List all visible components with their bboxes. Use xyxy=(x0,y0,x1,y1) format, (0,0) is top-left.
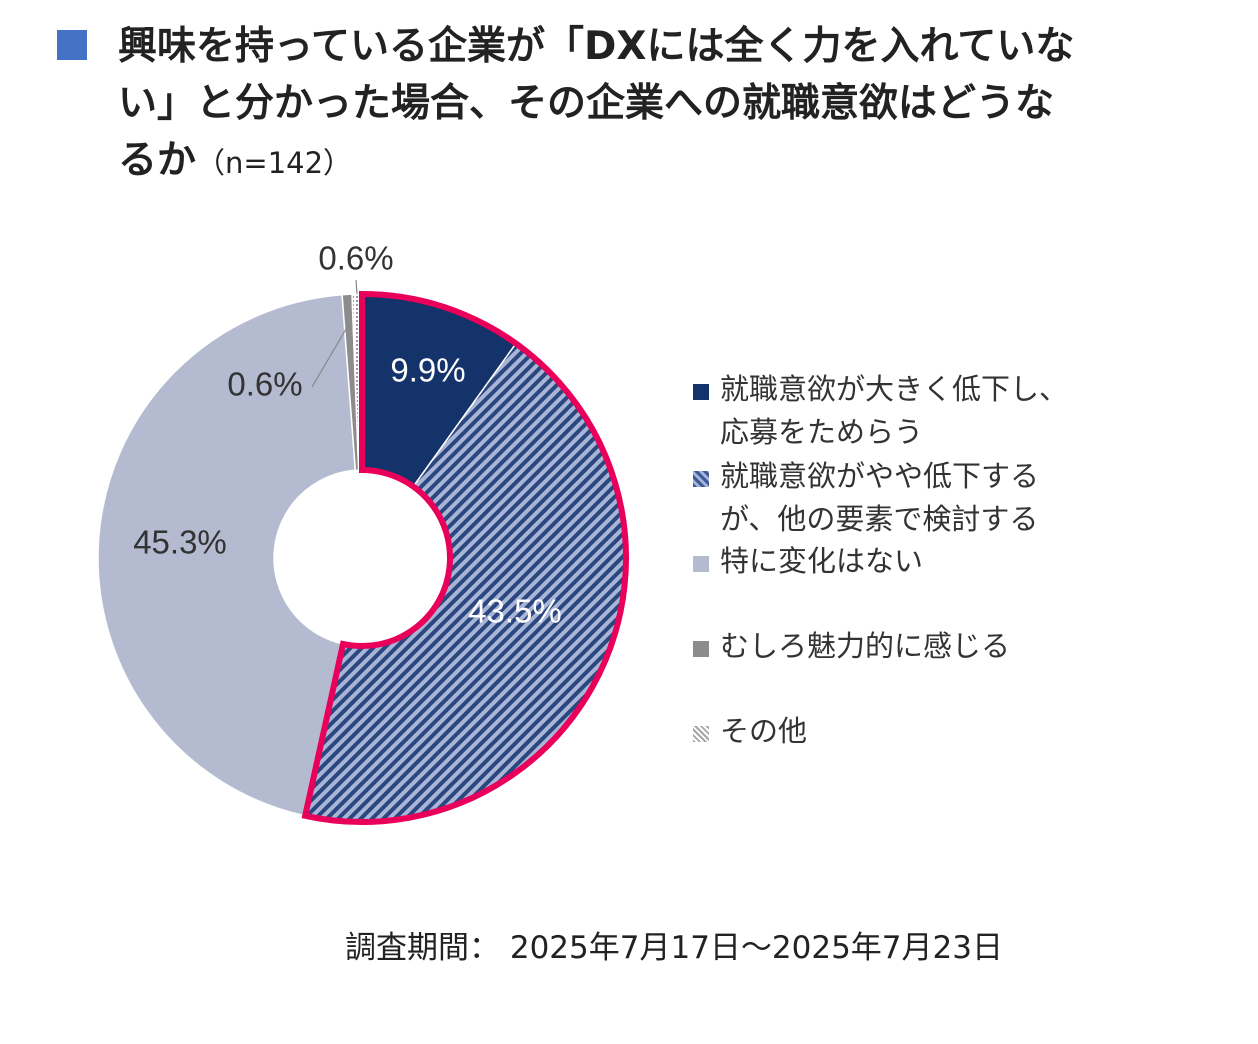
legend-swatch xyxy=(693,556,709,572)
legend-label: その他 xyxy=(720,714,808,748)
legend-swatch xyxy=(693,471,709,487)
title-marker xyxy=(57,30,87,60)
legend-item: その他 xyxy=(693,710,1083,753)
data-label: 0.6% xyxy=(318,240,393,277)
legend-swatch xyxy=(693,726,709,742)
chart-title-block: 興味を持っている企業が「DXには全く力を入れていない」と分かった場合、その企業へ… xyxy=(118,18,1088,192)
data-label: 9.9% xyxy=(390,352,465,389)
highlight-outline xyxy=(301,290,629,825)
data-label: 0.6% xyxy=(227,366,302,403)
legend-label: 就職意欲が大きく低下し、応募をためらう xyxy=(720,372,1069,449)
data-label: 45.3% xyxy=(133,524,227,561)
legend-item: 就職意欲がやや低下するが、他の要素で検討する xyxy=(693,455,1083,541)
legend-item: 特に変化はない xyxy=(693,540,1083,583)
sample-note: （n=142） xyxy=(196,146,353,180)
legend-label: むしろ魅力的に感じる xyxy=(720,629,1011,663)
legend-label: 特に変化はない xyxy=(720,544,924,578)
legend-swatch xyxy=(693,384,709,400)
leader-line xyxy=(355,279,358,295)
donut-slice xyxy=(97,293,357,817)
data-label: 43.5% xyxy=(468,593,562,630)
chart: 9.9% 43.5% 45.3% 0.6% 0.6% xyxy=(97,240,629,825)
legend-item: 就職意欲が大きく低下し、応募をためらう xyxy=(693,368,1083,454)
legend-item: むしろ魅力的に感じる xyxy=(693,625,1083,668)
legend-label: 就職意欲がやや低下するが、他の要素で検討する xyxy=(720,459,1040,536)
leader-line xyxy=(311,324,350,388)
footnote: 調査期間： 2025年7月17日～2025年7月23日 xyxy=(345,930,1003,966)
chart-title: 興味を持っている企業が「DXには全く力を入れていない」と分かった場合、その企業へ… xyxy=(118,24,1075,183)
legend-swatch xyxy=(693,641,709,657)
